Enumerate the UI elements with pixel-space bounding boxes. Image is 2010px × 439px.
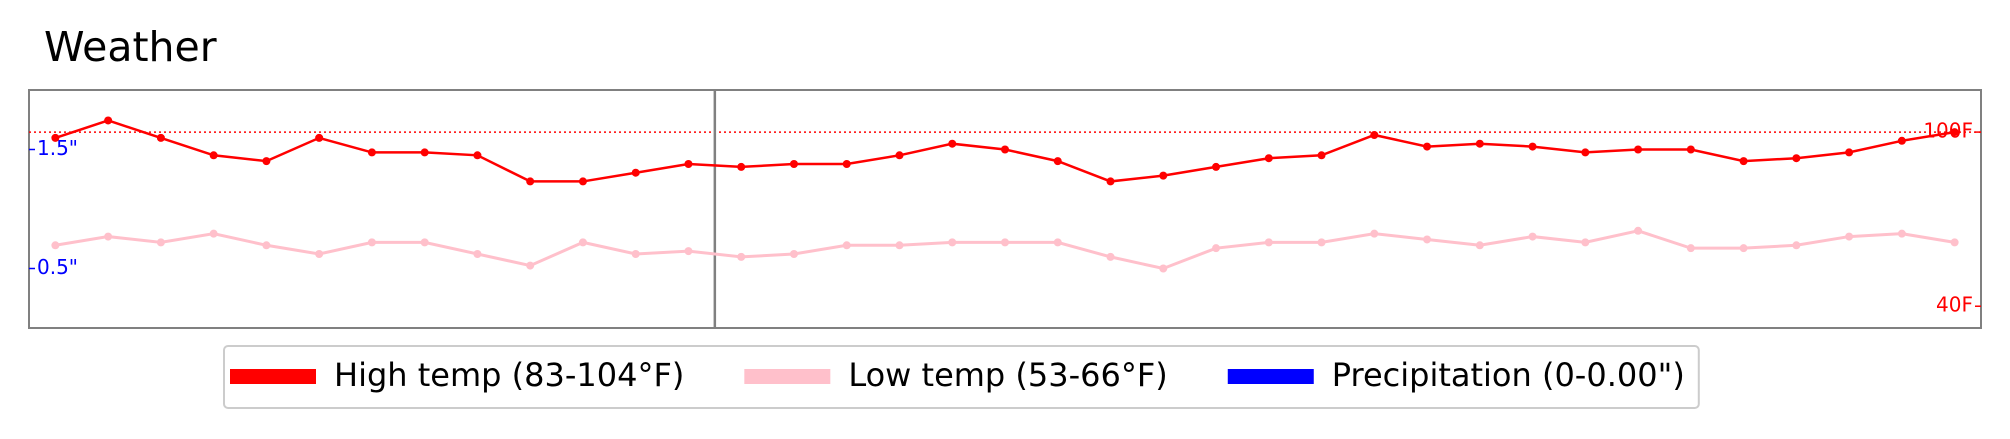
point [473,151,482,160]
point [578,238,587,247]
point [1950,128,1959,137]
legend-frame [223,345,1700,409]
point [209,229,218,238]
point [1581,148,1590,157]
point [1159,264,1168,273]
point [1845,148,1854,157]
point [420,148,429,157]
point [209,151,218,160]
point [1528,142,1537,151]
point [1317,151,1326,160]
point [1845,232,1854,241]
point [1212,244,1221,253]
point [1053,157,1062,166]
y2-tick-label: 0.5" [37,255,78,279]
point [1001,238,1009,247]
point [1106,252,1115,261]
point [1475,139,1484,148]
point [1581,238,1590,247]
point [1950,238,1959,247]
point [737,162,746,171]
point [315,133,324,142]
point [1159,171,1168,180]
point [1897,229,1906,238]
point [789,160,798,169]
point [526,261,535,270]
point [895,151,904,160]
point [104,116,113,125]
point [367,238,376,247]
legend-swatch [744,369,831,384]
y-tick-label: 100F [1923,119,1973,143]
legend-swatch [1227,369,1314,384]
point [1423,235,1432,244]
point [1264,238,1273,247]
point [473,249,482,258]
legend: High temp (83-104°F) Low temp (53-66°F) Pr… [223,345,1700,409]
point [262,241,271,250]
point [1370,130,1379,139]
point [842,241,851,250]
point [948,139,957,148]
legend-label: Precipitation (0-0.00") [1332,356,1685,394]
point [420,238,429,247]
point [895,241,904,250]
point [1528,232,1537,241]
series-line [55,229,1955,271]
chart-title: Weather [44,23,217,71]
point [737,252,746,261]
point [842,160,851,169]
point [1634,145,1643,154]
point [1792,154,1801,163]
legend-label: Low temp (53-66°F) [848,356,1167,394]
point [1686,145,1695,154]
point [684,160,693,169]
point [631,168,640,177]
point [1317,238,1326,247]
point [631,249,640,258]
point [1792,241,1801,250]
y-tick-label: 40F [1936,293,1973,317]
point [1212,162,1221,171]
point [262,157,271,166]
point [1897,136,1906,145]
point [1370,229,1379,238]
point [1423,142,1432,151]
point [1001,145,1009,154]
point [578,177,587,186]
legend-label: High temp (83-104°F) [334,356,684,394]
point [1739,157,1748,166]
point [948,238,957,247]
point [367,148,376,157]
point [1053,238,1062,247]
point [526,177,535,186]
point [1686,244,1695,253]
point [51,241,60,250]
point [1739,244,1748,253]
point [789,249,798,258]
plot-frame [28,89,1982,329]
legend-swatch [230,369,316,384]
point [156,238,165,247]
point [684,247,693,256]
point [156,133,165,142]
point [1106,177,1115,186]
point [1475,241,1484,250]
point [1264,154,1273,163]
point [315,249,324,258]
point [51,133,60,142]
point [104,232,113,241]
point [1634,226,1643,235]
